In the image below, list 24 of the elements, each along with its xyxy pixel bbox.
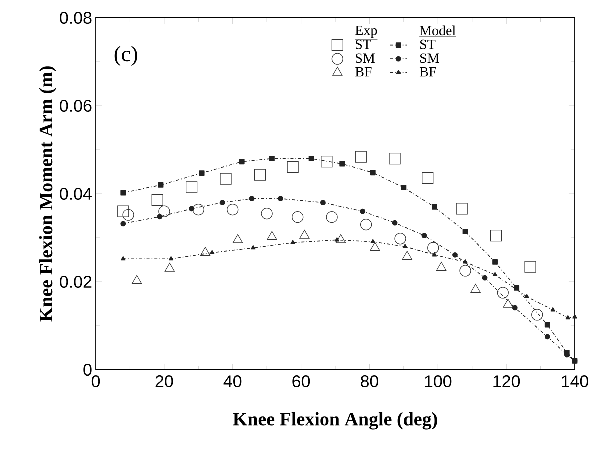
x-tick-label: 60 <box>292 376 310 388</box>
y-tick-label: 0.06 <box>60 100 92 112</box>
y-tick-label: 0.08 <box>60 12 92 24</box>
legend-label: SM <box>356 54 375 64</box>
annotation: Exp <box>356 26 378 38</box>
legend-label: BF <box>356 67 372 77</box>
x-tick-label: 80 <box>361 376 379 388</box>
y-tick-label: 0.02 <box>60 276 92 288</box>
x-tick-label: 0 <box>92 376 100 388</box>
y-tick-label: 0.04 <box>60 188 92 200</box>
x-tick-label: 20 <box>156 376 174 388</box>
x-tick-label: 100 <box>425 376 452 388</box>
legend-label: ST <box>356 40 372 50</box>
x-axis-title: Knee Flexion Angle (deg) <box>233 412 438 430</box>
x-tick-label: 40 <box>224 376 242 388</box>
legend-label: ST <box>420 40 436 50</box>
annotation: Model <box>420 26 456 36</box>
legend-label: BF <box>420 67 436 77</box>
y-tick-label: 0 <box>84 364 92 376</box>
annotation: (c) <box>114 46 138 66</box>
x-tick-label: 140 <box>562 376 589 388</box>
x-tick-label: 120 <box>494 376 520 388</box>
y-axis-title: Knee Flexion Moment Arm (m) <box>39 66 57 322</box>
legend-label: SM <box>420 54 440 64</box>
